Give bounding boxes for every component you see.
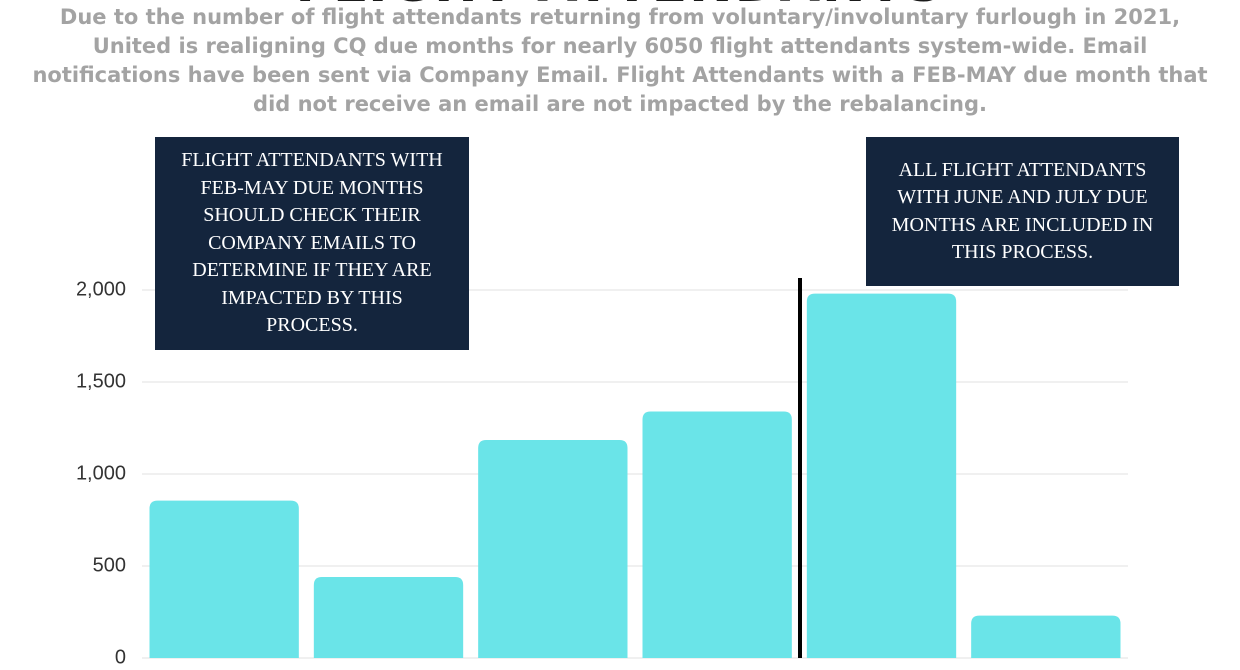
annotation: FLIGHT ATTENDANTS WITH FEB-MAY DUE MONTH…: [155, 137, 469, 350]
y-tick-label: 500: [93, 554, 126, 576]
chart-title: FLIGHT ATTENDANTS: [0, 0, 1240, 14]
bar: [806, 293, 957, 658]
y-tick-label: 1,000: [76, 462, 126, 484]
bar: [971, 615, 1121, 658]
y-tick-label: 2,000: [76, 278, 126, 300]
y-tick-label: 0: [115, 646, 126, 668]
chart-subtitle: Due to the number of flight attendants r…: [32, 5, 1208, 116]
y-tick-label: 1,500: [76, 370, 126, 392]
bar: [478, 439, 628, 658]
bar: [149, 500, 299, 658]
bar: [313, 577, 464, 658]
bar: [642, 411, 792, 658]
annotation: ALL FLIGHT ATTENDANTS WITH JUNE AND JULY…: [866, 137, 1179, 286]
